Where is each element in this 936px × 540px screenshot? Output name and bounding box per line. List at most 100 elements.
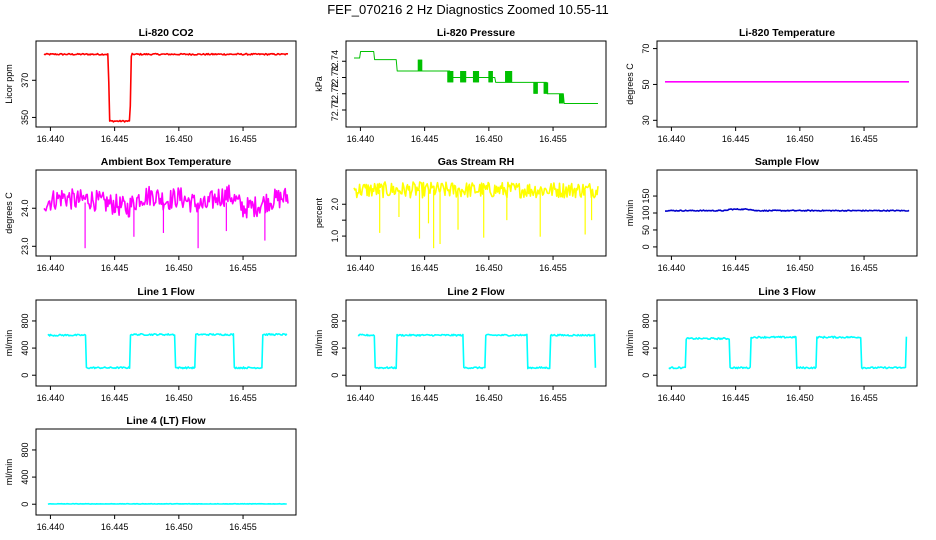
x-tick-label: 16.445 (101, 134, 129, 144)
y-tick-label: 400 (20, 341, 30, 356)
x-tick-label: 16.455 (229, 263, 257, 273)
y-tick-label: 72.74 (330, 50, 340, 73)
panel-line2: Line 2 Flow ml/min 16.440 16.445 16.450 16.45… (314, 286, 607, 403)
panel-frame (345, 299, 607, 387)
panel-co2: Li-820 CO2 Licor ppm 16.440 16.445 16.450 16.… (4, 27, 297, 144)
y-tick-label: 72.72 (330, 82, 340, 105)
series-line-sample-flow (665, 208, 910, 212)
y-tick-label: 0 (641, 373, 651, 378)
y-tick-label: 150 (641, 189, 651, 204)
y-tick-label: 800 (641, 313, 651, 328)
y-axis-label: ml/min (625, 330, 635, 357)
panel-rh: Gas Stream RH percent 16.440 16.445 16.450 16… (314, 156, 607, 273)
y-tick-label: 72.71 (330, 99, 340, 122)
panel-title: Line 4 (LT) Flow (126, 415, 206, 427)
x-tick-label: 16.440 (658, 134, 686, 144)
panel-title: Gas Stream RH (438, 156, 514, 168)
x-tick-label: 16.450 (475, 134, 503, 144)
series-line-rh (353, 181, 599, 199)
x-tick-label: 16.445 (101, 522, 129, 532)
series-line-line-2 (357, 333, 597, 370)
y-tick-label: 0 (641, 244, 651, 249)
x-tick-label: 16.440 (37, 134, 65, 144)
x-tick-label: 16.455 (229, 393, 257, 403)
x-tick-label: 16.450 (786, 263, 814, 273)
x-tick-label: 16.445 (101, 393, 129, 403)
panel-frame (656, 169, 918, 257)
y-tick-label: 70 (641, 44, 651, 54)
panel-title: Ambient Box Temperature (101, 156, 232, 168)
y-tick-label: 50 (641, 225, 651, 235)
x-tick-label: 16.450 (165, 134, 193, 144)
panel-title: Li-820 Temperature (739, 27, 835, 39)
x-tick-label: 16.440 (37, 263, 65, 273)
x-tick-label: 16.440 (658, 393, 686, 403)
panel-pressure: Li-820 Pressure kPa 16.440 16.445 16.450 16.4… (314, 27, 607, 144)
panel-title: Line 3 Flow (758, 286, 816, 298)
series-line-box-temperature (43, 184, 289, 219)
panel-frame (656, 40, 918, 128)
x-tick-label: 16.445 (101, 263, 129, 273)
y-axis-label: ml/min (314, 330, 324, 357)
panel-boxtemp: Ambient Box Temperature degrees C 16.440 16… (4, 156, 297, 273)
y-tick-label: 100 (641, 205, 651, 220)
x-tick-label: 16.440 (37, 393, 65, 403)
x-tick-label: 16.455 (850, 393, 878, 403)
series-line-line-3 (668, 335, 908, 370)
y-tick-label: 400 (20, 470, 30, 485)
x-tick-label: 16.455 (539, 263, 567, 273)
panel-frame (35, 428, 297, 516)
panel-title: Line 1 Flow (137, 286, 195, 298)
panel-sample: Sample Flow ml/min 16.440 16.445 16.450 16.45… (625, 156, 918, 273)
x-tick-label: 16.445 (722, 263, 750, 273)
x-tick-label: 16.450 (475, 393, 503, 403)
y-tick-label: 800 (20, 313, 30, 328)
x-tick-label: 16.450 (165, 263, 193, 273)
x-tick-label: 16.455 (229, 134, 257, 144)
x-tick-label: 16.450 (475, 263, 503, 273)
x-tick-label: 16.445 (411, 263, 439, 273)
y-tick-label: 2.0 (330, 198, 340, 211)
y-tick-label: 800 (20, 442, 30, 457)
panel-frame (35, 299, 297, 387)
panel-line4: Line 4 (LT) Flow ml/min 16.440 16.445 16.450… (4, 415, 297, 532)
y-tick-label: 1.0 (330, 230, 340, 243)
y-tick-label: 350 (20, 110, 30, 125)
panel-title: Sample Flow (755, 156, 820, 168)
y-tick-label: 400 (330, 341, 340, 356)
panel-frame (345, 40, 607, 128)
figure-title: FEF_070216 2 Hz Diagnostics Zoomed 10.55… (327, 2, 609, 17)
y-axis-label: Licor ppm (4, 64, 14, 104)
x-tick-label: 16.445 (722, 134, 750, 144)
y-axis-label: ml/min (625, 200, 635, 227)
panel-line1: Line 1 Flow ml/min 16.440 16.445 16.450 16.45… (4, 286, 297, 403)
x-tick-label: 16.450 (786, 393, 814, 403)
x-tick-label: 16.455 (850, 263, 878, 273)
x-tick-label: 16.455 (229, 522, 257, 532)
series-line-line-1 (47, 332, 288, 370)
x-tick-label: 16.450 (165, 393, 193, 403)
x-tick-label: 16.440 (347, 393, 375, 403)
panel-frame (345, 169, 607, 257)
x-tick-label: 16.455 (539, 393, 567, 403)
panel-title: Li-820 Pressure (437, 27, 515, 39)
y-axis-label: ml/min (4, 330, 14, 357)
y-tick-label: 23.0 (20, 238, 30, 256)
x-tick-label: 16.445 (722, 393, 750, 403)
panel-frame (656, 299, 918, 387)
y-tick-label: 24.0 (20, 199, 30, 217)
x-tick-label: 16.440 (347, 134, 375, 144)
panel-frame (35, 169, 297, 257)
x-tick-label: 16.445 (411, 134, 439, 144)
y-tick-label: 800 (330, 313, 340, 328)
x-tick-label: 16.445 (411, 393, 439, 403)
x-tick-label: 16.440 (37, 522, 65, 532)
y-tick-label: 30 (641, 115, 651, 125)
y-axis-label: degrees C (4, 192, 14, 234)
panel-li820temp: Li-820 Temperature degrees C 16.440 16.445 1… (625, 27, 918, 144)
y-axis-label: percent (314, 197, 324, 228)
y-tick-label: 0 (330, 373, 340, 378)
x-tick-label: 16.455 (850, 134, 878, 144)
x-tick-label: 16.455 (539, 134, 567, 144)
